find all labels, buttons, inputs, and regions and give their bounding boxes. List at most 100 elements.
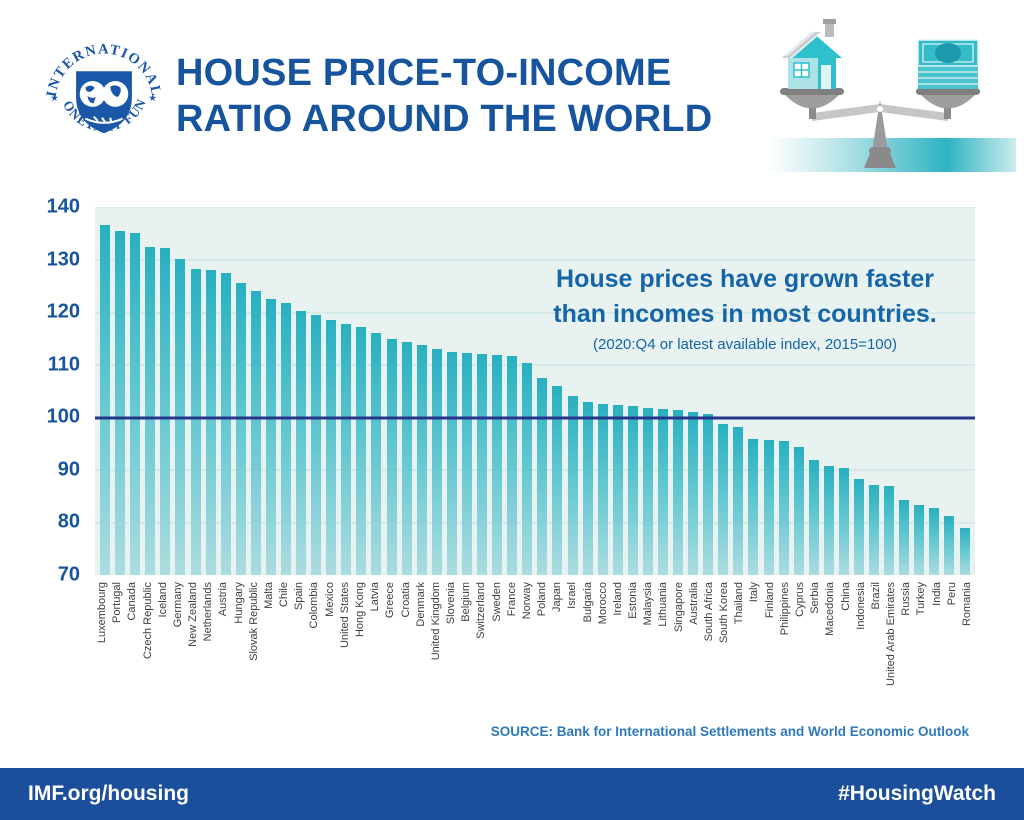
country-label: Malta bbox=[262, 582, 275, 609]
page-title: HOUSE PRICE-TO-INCOME RATIO AROUND THE W… bbox=[176, 50, 786, 143]
x-label-slot: Denmark bbox=[414, 582, 429, 740]
country-label: Portugal bbox=[111, 582, 124, 623]
country-label: Cyprus bbox=[793, 582, 806, 617]
y-tick-label: 110 bbox=[47, 353, 80, 376]
country-label: Croatia bbox=[399, 582, 412, 618]
x-label-slot: Japan bbox=[550, 582, 565, 740]
chart-annotation: House prices have grown faster than inco… bbox=[519, 262, 971, 353]
gridline bbox=[95, 259, 975, 262]
country-label: Germany bbox=[171, 582, 184, 628]
country-label: Brazil bbox=[869, 582, 882, 610]
x-label-slot: Slovak Republic bbox=[247, 582, 262, 740]
bar-estonia bbox=[627, 406, 638, 575]
title-line2: RATIO AROUND THE WORLD bbox=[176, 98, 713, 141]
bar-netherlands bbox=[205, 270, 216, 575]
x-label-slot: Lithuania bbox=[656, 582, 671, 740]
country-label: Switzerland bbox=[475, 582, 488, 639]
bar-poland bbox=[537, 377, 548, 575]
country-label: Hungary bbox=[232, 582, 245, 624]
gridline bbox=[95, 521, 975, 524]
y-tick-label: 80 bbox=[57, 510, 80, 533]
country-label: France bbox=[505, 582, 518, 617]
bar-canada bbox=[130, 233, 141, 575]
x-label-slot: France bbox=[505, 582, 520, 740]
x-label-slot: United States bbox=[338, 582, 353, 740]
x-label-slot: Belgium bbox=[459, 582, 474, 740]
annotation-line1: House prices have grown faster bbox=[556, 265, 934, 293]
country-label: Israel bbox=[566, 582, 579, 609]
country-label: Indonesia bbox=[854, 582, 867, 630]
bar-turkey bbox=[914, 505, 925, 575]
x-label-slot: Bulgaria bbox=[581, 582, 596, 740]
bar-bulgaria bbox=[582, 402, 593, 575]
bar-slovenia bbox=[446, 351, 457, 575]
country-label: Romania bbox=[960, 582, 973, 627]
bar-finland bbox=[763, 439, 774, 575]
x-label-slot: Estonia bbox=[626, 582, 641, 740]
logo-star-right: ★ bbox=[148, 93, 156, 103]
bar-malta bbox=[265, 299, 276, 575]
bar-slovak-republic bbox=[250, 290, 261, 575]
country-label: Estonia bbox=[627, 582, 640, 619]
bar-indonesia bbox=[853, 478, 864, 575]
logo-star-left: ★ bbox=[50, 93, 58, 103]
x-label-slot: Chile bbox=[277, 582, 292, 740]
x-label-slot: Netherlands bbox=[201, 582, 216, 740]
bar-cyprus bbox=[793, 447, 804, 575]
country-label: Italy bbox=[748, 582, 761, 603]
country-label: China bbox=[839, 582, 852, 611]
bar-luxembourg bbox=[100, 224, 111, 575]
country-label: Canada bbox=[126, 582, 139, 621]
x-label-slot: Israel bbox=[565, 582, 580, 740]
bar-macedonia bbox=[823, 466, 834, 575]
x-label-slot: Sweden bbox=[489, 582, 504, 740]
country-label: Australia bbox=[687, 582, 700, 625]
bar-series bbox=[95, 208, 975, 575]
country-label: Thailand bbox=[733, 582, 746, 625]
x-label-slot: South Africa bbox=[702, 582, 717, 740]
country-label: Colombia bbox=[308, 582, 321, 629]
x-label-slot: Brazil bbox=[869, 582, 884, 740]
bar-mexico bbox=[326, 320, 337, 575]
x-label-slot: Peru bbox=[945, 582, 960, 740]
country-label: Philippines bbox=[778, 582, 791, 636]
bar-czech-republic bbox=[145, 246, 156, 575]
x-label-slot: Poland bbox=[535, 582, 550, 740]
footer-hashtag[interactable]: #HousingWatch bbox=[838, 782, 996, 805]
y-axis: 70 80 90 100 110 120 130 140 bbox=[10, 196, 80, 586]
x-label-slot: Cyprus bbox=[793, 582, 808, 740]
bar-new-zealand bbox=[190, 268, 201, 575]
bar-united-arab-emirates bbox=[884, 486, 895, 575]
x-label-slot: Germany bbox=[171, 582, 186, 740]
country-label: Sweden bbox=[490, 582, 503, 622]
country-label: United States bbox=[338, 582, 351, 649]
country-label: South Africa bbox=[702, 582, 715, 642]
footer-link[interactable]: IMF.org/housing bbox=[28, 782, 189, 805]
house-icon bbox=[782, 19, 842, 89]
country-label: South Korea bbox=[718, 582, 731, 644]
bar-hungary bbox=[235, 282, 246, 575]
country-label: Norway bbox=[520, 582, 533, 620]
balance-scale-icon bbox=[768, 19, 1016, 172]
bar-united-states bbox=[341, 324, 352, 575]
reference-line-100 bbox=[95, 416, 975, 420]
country-label: Peru bbox=[945, 582, 958, 606]
x-label-slot: Hungary bbox=[232, 582, 247, 740]
country-label: United Arab Emirates bbox=[885, 582, 898, 686]
country-label: Ireland bbox=[611, 582, 624, 616]
country-label: Luxembourg bbox=[96, 582, 109, 644]
x-label-slot: Philippines bbox=[778, 582, 793, 740]
bar-greece bbox=[386, 339, 397, 575]
bar-hong-kong bbox=[356, 327, 367, 575]
bar-latvia bbox=[371, 332, 382, 575]
x-axis-labels: Luxembourg Portugal Canada Czech Republic Ic… bbox=[95, 582, 975, 740]
y-tick-label: 70 bbox=[57, 563, 80, 586]
bar-russia bbox=[899, 500, 910, 575]
bar-denmark bbox=[416, 345, 427, 575]
country-label: Poland bbox=[536, 582, 549, 617]
bar-south-africa bbox=[703, 414, 714, 575]
bar-lithuania bbox=[657, 408, 668, 575]
x-label-slot: Morocco bbox=[596, 582, 611, 740]
bar-thailand bbox=[733, 426, 744, 575]
y-tick-label: 140 bbox=[46, 195, 80, 218]
